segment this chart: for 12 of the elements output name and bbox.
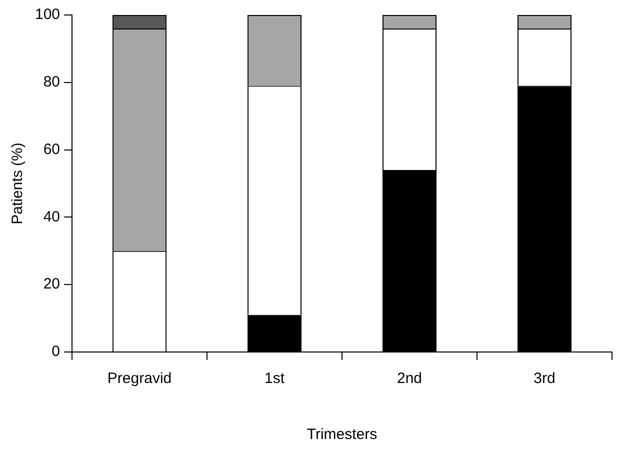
y-tick-label: 0 [52, 343, 60, 360]
y-tick-label: 100 [34, 6, 60, 24]
x-tick-label: 2nd [396, 370, 422, 388]
x-tick-label: 3rd [534, 370, 556, 388]
y-tick-label: 60 [43, 140, 60, 158]
x-tick-label: 1st [264, 370, 286, 388]
x-axis-title: Trimesters [306, 426, 378, 444]
y-tick-label: 80 [43, 74, 60, 91]
y-tick-label: 20 [43, 276, 60, 293]
x-tick-label: Pregravid [107, 370, 172, 388]
y-axis-title: Patients (%) [9, 142, 26, 224]
y-tick-label: 40 [43, 208, 60, 226]
